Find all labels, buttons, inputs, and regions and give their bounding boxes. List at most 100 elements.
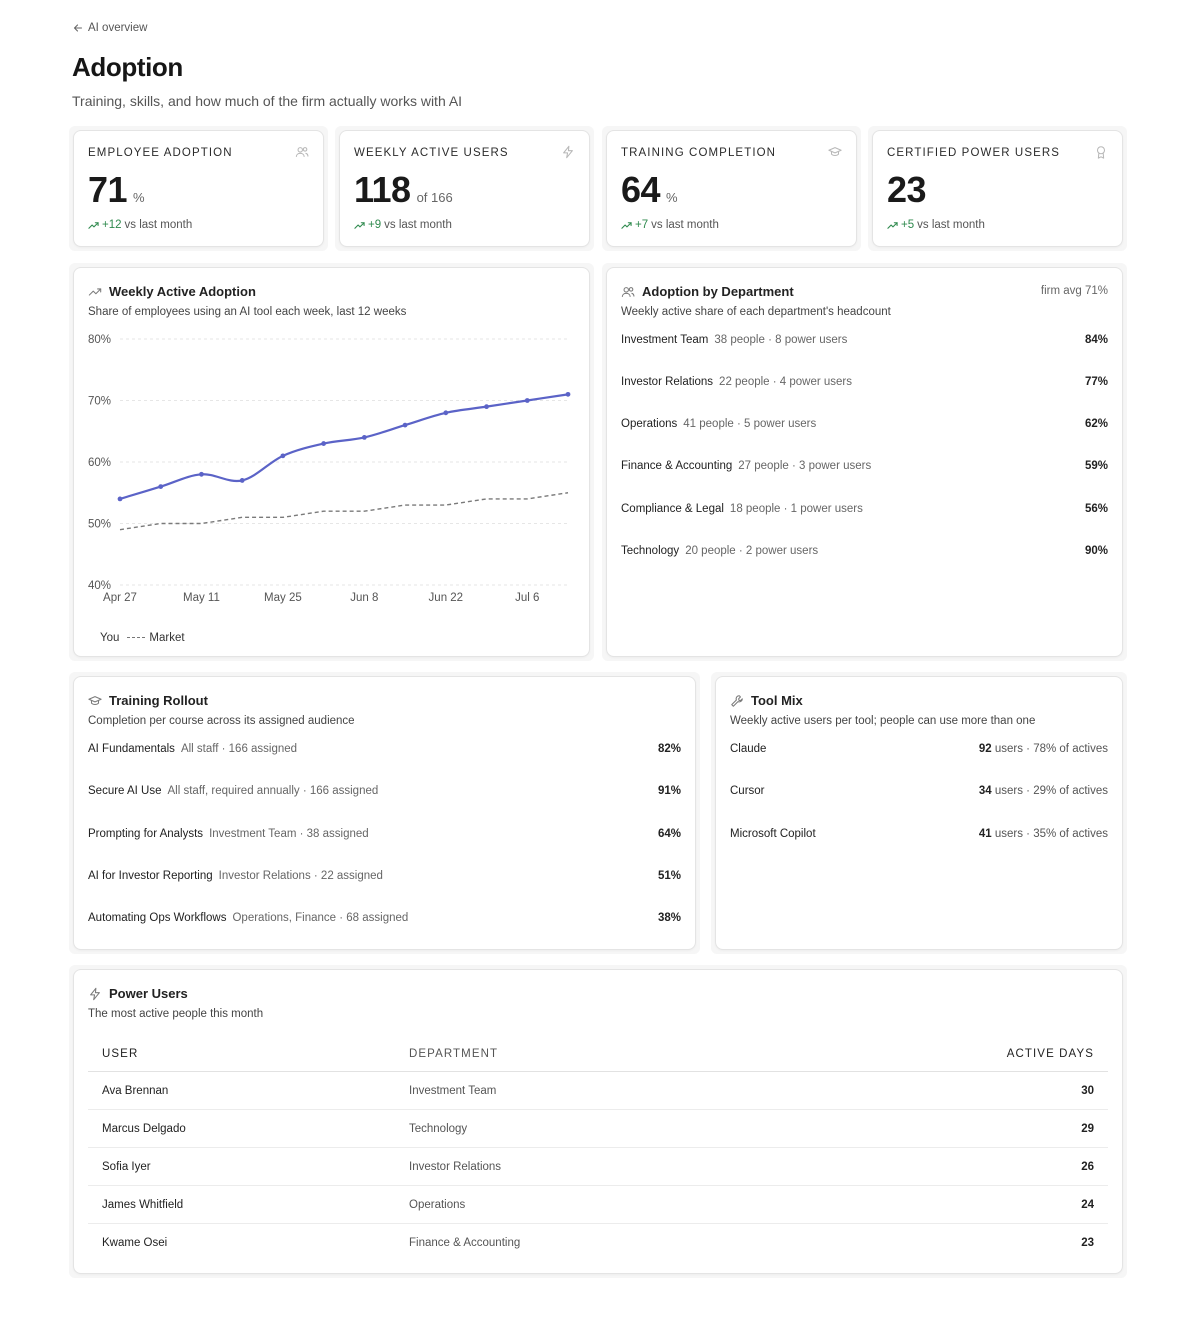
tool-mix-wrap: Tool Mix Weekly active users per tool; p… (711, 672, 1127, 954)
kpi-number: 64 (621, 169, 661, 210)
arrow-left-icon (73, 24, 83, 32)
data-point (321, 441, 327, 446)
kpi-trend: +5 vs last month (887, 219, 985, 231)
course-pct: 91% (657, 785, 681, 797)
table-row[interactable]: Marcus Delgado Technology 29 (88, 1110, 1108, 1148)
kpi-card-employee-adoption: EMPLOYEE ADOPTION 71 % +12 vs last month (73, 130, 324, 247)
department-name: Investment Team (621, 334, 709, 346)
data-point (443, 410, 449, 416)
course-name: AI for Investor Reporting (88, 870, 213, 882)
kpi-label: WEEKLY ACTIVE USERS (354, 147, 509, 159)
data-point (361, 435, 367, 440)
user-name: Marcus Delgado (102, 1122, 186, 1135)
trend-up-icon (887, 221, 898, 229)
department-meta: 20 people · 2 power users (685, 545, 819, 557)
course-pct: 82% (657, 743, 681, 755)
panel-subtitle: Weekly active share of each department's… (621, 306, 891, 318)
panel-subtitle: Share of employees using an AI tool each… (88, 306, 407, 318)
column-header-user[interactable]: USER (102, 1047, 139, 1060)
legend-market-item: Market (127, 632, 185, 644)
data-point (565, 391, 571, 397)
user-name: James Whitfield (102, 1198, 184, 1211)
department-meta: 41 people · 5 power users (683, 418, 817, 430)
kpi-trend: +7 vs last month (621, 219, 719, 231)
power-users-table: USER DEPARTMENT ACTIVE DAYS Ava Brennan … (88, 1036, 1108, 1262)
kpi-trend-text: vs last month (124, 219, 193, 231)
department-meta: 18 people · 1 power users (729, 503, 863, 515)
kpi-trend-text: vs last month (917, 219, 985, 231)
back-link[interactable]: AI overview (73, 22, 147, 34)
department-pct: 59% (1084, 460, 1108, 472)
user-name: Ava Brennan (102, 1084, 169, 1097)
department-name: Technology (621, 545, 680, 557)
back-link-label: AI overview (88, 22, 148, 34)
column-header-department[interactable]: DEPARTMENT (409, 1047, 499, 1060)
course-row: Automating Ops Workflows Operations, Fina… (88, 910, 681, 926)
tool-detail: users · 78% of actives (994, 743, 1108, 755)
user-department: Finance & Accounting (409, 1237, 521, 1249)
user-active-days: 23 (1081, 1237, 1094, 1249)
y-tick-label: 40% (88, 580, 111, 592)
series-line-market (119, 492, 569, 531)
x-tick-label: Apr 27 (103, 592, 137, 604)
panel-title: Adoption by Department (642, 284, 794, 299)
page-title: Adoption (72, 52, 183, 82)
department-row: Operations 41 people · 5 power users 62% (621, 416, 1108, 432)
course-name: Prompting for Analysts (88, 828, 204, 840)
department-pct: 90% (1084, 545, 1108, 557)
kpi-weekly-active-wrap: WEEKLY ACTIVE USERS 118 of 166 +9 vs las… (335, 126, 594, 251)
course-row: AI Fundamentals All staff · 166 assigned 8… (88, 741, 681, 757)
trend-up-icon (88, 221, 99, 229)
kpi-label: CERTIFIED POWER USERS (887, 147, 1061, 159)
course-name: Automating Ops Workflows (88, 912, 227, 924)
y-tick-label: 70% (88, 396, 111, 408)
course-pct: 38% (657, 912, 681, 924)
table-row[interactable]: James Whitfield Operations 24 (88, 1186, 1108, 1224)
weekly-adoption-header: Weekly Active Adoption (88, 284, 256, 299)
department-row: Technology 20 people · 2 power users 90% (621, 543, 1108, 559)
table-header: USER DEPARTMENT ACTIVE DAYS (88, 1036, 1108, 1072)
course-name: AI Fundamentals (88, 743, 175, 755)
tool-users: 34 (978, 785, 992, 797)
course-pct: 51% (657, 870, 681, 882)
x-tick-label: Jun 8 (350, 592, 378, 604)
panel-title: Power Users (109, 986, 188, 1001)
kpi-label: EMPLOYEE ADOPTION (88, 147, 233, 159)
kpi-unit: % (133, 190, 145, 205)
data-point (484, 404, 489, 410)
course-meta: All staff · 166 assigned (180, 743, 298, 755)
weekly-adoption-card: Weekly Active Adoption Share of employee… (73, 267, 590, 657)
table-row[interactable]: Sofia Iyer Investor Relations 26 (88, 1148, 1108, 1186)
firm-average: firm avg 71% (1040, 285, 1108, 297)
legend-market-swatch (127, 637, 146, 639)
tool-users: 92 (978, 743, 992, 755)
tool-detail: users · 29% of actives (994, 785, 1108, 797)
kpi-value: 64 % (621, 169, 678, 211)
tool-row: Microsoft Copilot 41 users · 35% of activ… (730, 826, 1108, 842)
department-name: Finance & Accounting (621, 460, 733, 472)
data-point (117, 496, 123, 502)
course-row: Secure AI Use All staff, required annuall… (88, 783, 681, 799)
training-header: Training Rollout (88, 693, 208, 708)
x-tick-label: May 25 (264, 592, 302, 604)
kpi-delta: +7 (635, 219, 649, 231)
x-tick-label: Jul 6 (515, 592, 539, 604)
kpi-value: 118 of 166 (354, 169, 453, 211)
department-row: Compliance & Legal 18 people · 1 power us… (621, 501, 1108, 517)
kpi-unit: % (666, 190, 678, 205)
tool-name: Cursor (730, 785, 765, 797)
trend-up-icon (621, 221, 632, 229)
users-icon (295, 147, 309, 157)
graduation-cap-icon (828, 147, 842, 157)
table-row[interactable]: Kwame Osei Finance & Accounting 23 (88, 1224, 1108, 1262)
tool-name: Claude (730, 743, 767, 755)
data-point (239, 478, 245, 483)
tool-detail: users · 35% of actives (994, 828, 1108, 840)
user-department: Operations (409, 1198, 466, 1211)
tool-users: 41 (978, 828, 992, 840)
department-pct: 77% (1084, 376, 1108, 388)
column-header-active-days[interactable]: ACTIVE DAYS (1006, 1047, 1094, 1060)
table-row[interactable]: Ava Brennan Investment Team 30 (88, 1072, 1108, 1110)
user-name: Kwame Osei (102, 1237, 168, 1249)
power-users-header: Power Users (88, 986, 188, 1001)
